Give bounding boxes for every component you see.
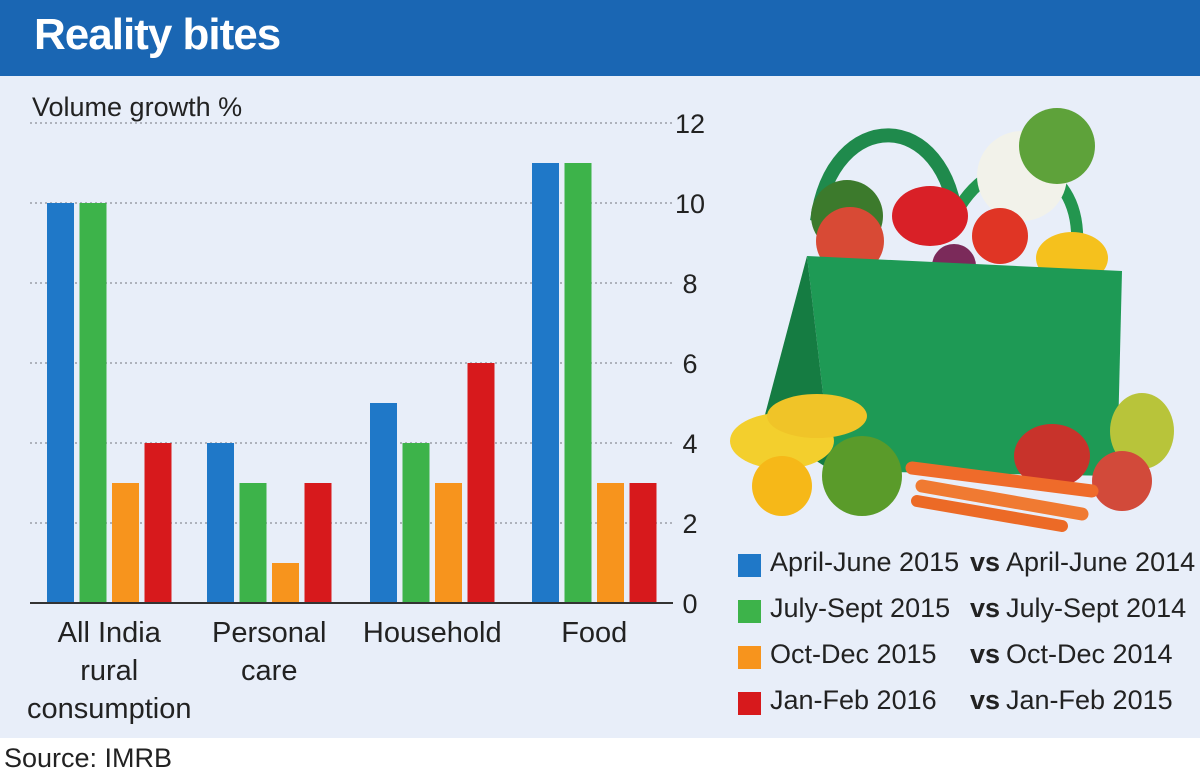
grocery-bag-illustration bbox=[730, 108, 1174, 532]
legend-label: Oct-Dec 2015 bbox=[770, 639, 937, 669]
legend-compare: Jan-Feb 2015 bbox=[1006, 685, 1173, 715]
peach-shape bbox=[1092, 451, 1152, 511]
legend-compare: Oct-Dec 2014 bbox=[1006, 639, 1173, 669]
legend-item: July-Sept 2015 vs July-Sept 2014 bbox=[738, 591, 1198, 637]
carrot-shape bbox=[905, 461, 1099, 498]
tomato-shape bbox=[972, 208, 1028, 264]
apple-shape bbox=[1014, 424, 1090, 488]
legend-vs: vs bbox=[970, 593, 1001, 623]
legend-compare: July-Sept 2014 bbox=[1006, 593, 1187, 623]
banana-shape bbox=[767, 394, 867, 438]
legend-label: July-Sept 2015 bbox=[770, 593, 951, 623]
y-tick-label: 6 bbox=[682, 349, 697, 379]
y-axis-label: Volume growth % bbox=[32, 92, 242, 122]
y-tick-label: 10 bbox=[675, 189, 705, 219]
green-pepper-shape bbox=[822, 436, 902, 516]
legend-swatch bbox=[738, 646, 761, 669]
bar bbox=[272, 563, 299, 603]
x-tick-label: Food bbox=[561, 617, 627, 649]
bar bbox=[629, 483, 657, 603]
bar bbox=[532, 163, 559, 603]
bar bbox=[402, 443, 430, 603]
x-tick-label: Household bbox=[363, 617, 502, 649]
legend-vs: vs bbox=[970, 639, 1001, 669]
legend-vs: vs bbox=[970, 547, 1001, 577]
bag-body bbox=[807, 256, 1122, 476]
bar bbox=[597, 483, 624, 603]
legend: April-June 2015 vs April-June 2014 July-… bbox=[738, 545, 1198, 729]
x-tick-label: consumption bbox=[27, 693, 191, 725]
bar bbox=[564, 163, 592, 603]
bar bbox=[144, 443, 172, 603]
legend-compare: April-June 2014 bbox=[1006, 547, 1196, 577]
legend-item: Jan-Feb 2016 vs Jan-Feb 2015 bbox=[738, 683, 1198, 729]
bar-chart: Volume growth % 0 2 4 6 8 10 12 All India rural co… bbox=[27, 92, 705, 725]
x-tick-label: Personal bbox=[212, 617, 326, 649]
bar bbox=[467, 363, 495, 603]
bar bbox=[370, 403, 397, 603]
legend-swatch bbox=[738, 600, 761, 623]
legend-label: Jan-Feb 2016 bbox=[770, 685, 937, 715]
legend-vs: vs bbox=[970, 685, 1001, 715]
bar bbox=[47, 203, 74, 603]
carrot-shape bbox=[915, 479, 1089, 521]
bar bbox=[304, 483, 332, 603]
legend-swatch bbox=[738, 692, 761, 715]
y-tick-label: 4 bbox=[682, 429, 697, 459]
bar bbox=[207, 443, 234, 603]
source-note: Source: IMRB bbox=[4, 743, 173, 773]
bag-handle bbox=[810, 128, 964, 227]
y-tick-label: 0 bbox=[682, 589, 697, 619]
bar bbox=[239, 483, 267, 603]
bar bbox=[112, 483, 139, 603]
footer: Source: IMRB bbox=[0, 738, 1200, 781]
legend-swatch bbox=[738, 554, 761, 577]
bar bbox=[79, 203, 107, 603]
chart-title: Reality bites bbox=[34, 10, 281, 59]
y-tick-label: 8 bbox=[682, 269, 697, 299]
x-tick-label: rural bbox=[80, 655, 138, 687]
bar bbox=[435, 483, 462, 603]
header-bar: Reality bites bbox=[0, 0, 1200, 76]
x-tick-label: All India bbox=[58, 617, 162, 649]
carrot-shape bbox=[911, 495, 1068, 532]
lemon-shape bbox=[752, 456, 812, 516]
pepper-shape bbox=[892, 186, 968, 246]
y-tick-label: 12 bbox=[675, 109, 705, 139]
x-tick-label: care bbox=[241, 655, 297, 687]
pear-shape bbox=[1110, 393, 1174, 469]
y-tick-label: 2 bbox=[682, 509, 697, 539]
legend-label: April-June 2015 bbox=[770, 547, 960, 577]
greens-shape bbox=[1019, 108, 1095, 184]
legend-item: Oct-Dec 2015 vs Oct-Dec 2014 bbox=[738, 637, 1198, 683]
legend-item: April-June 2015 vs April-June 2014 bbox=[738, 545, 1198, 591]
